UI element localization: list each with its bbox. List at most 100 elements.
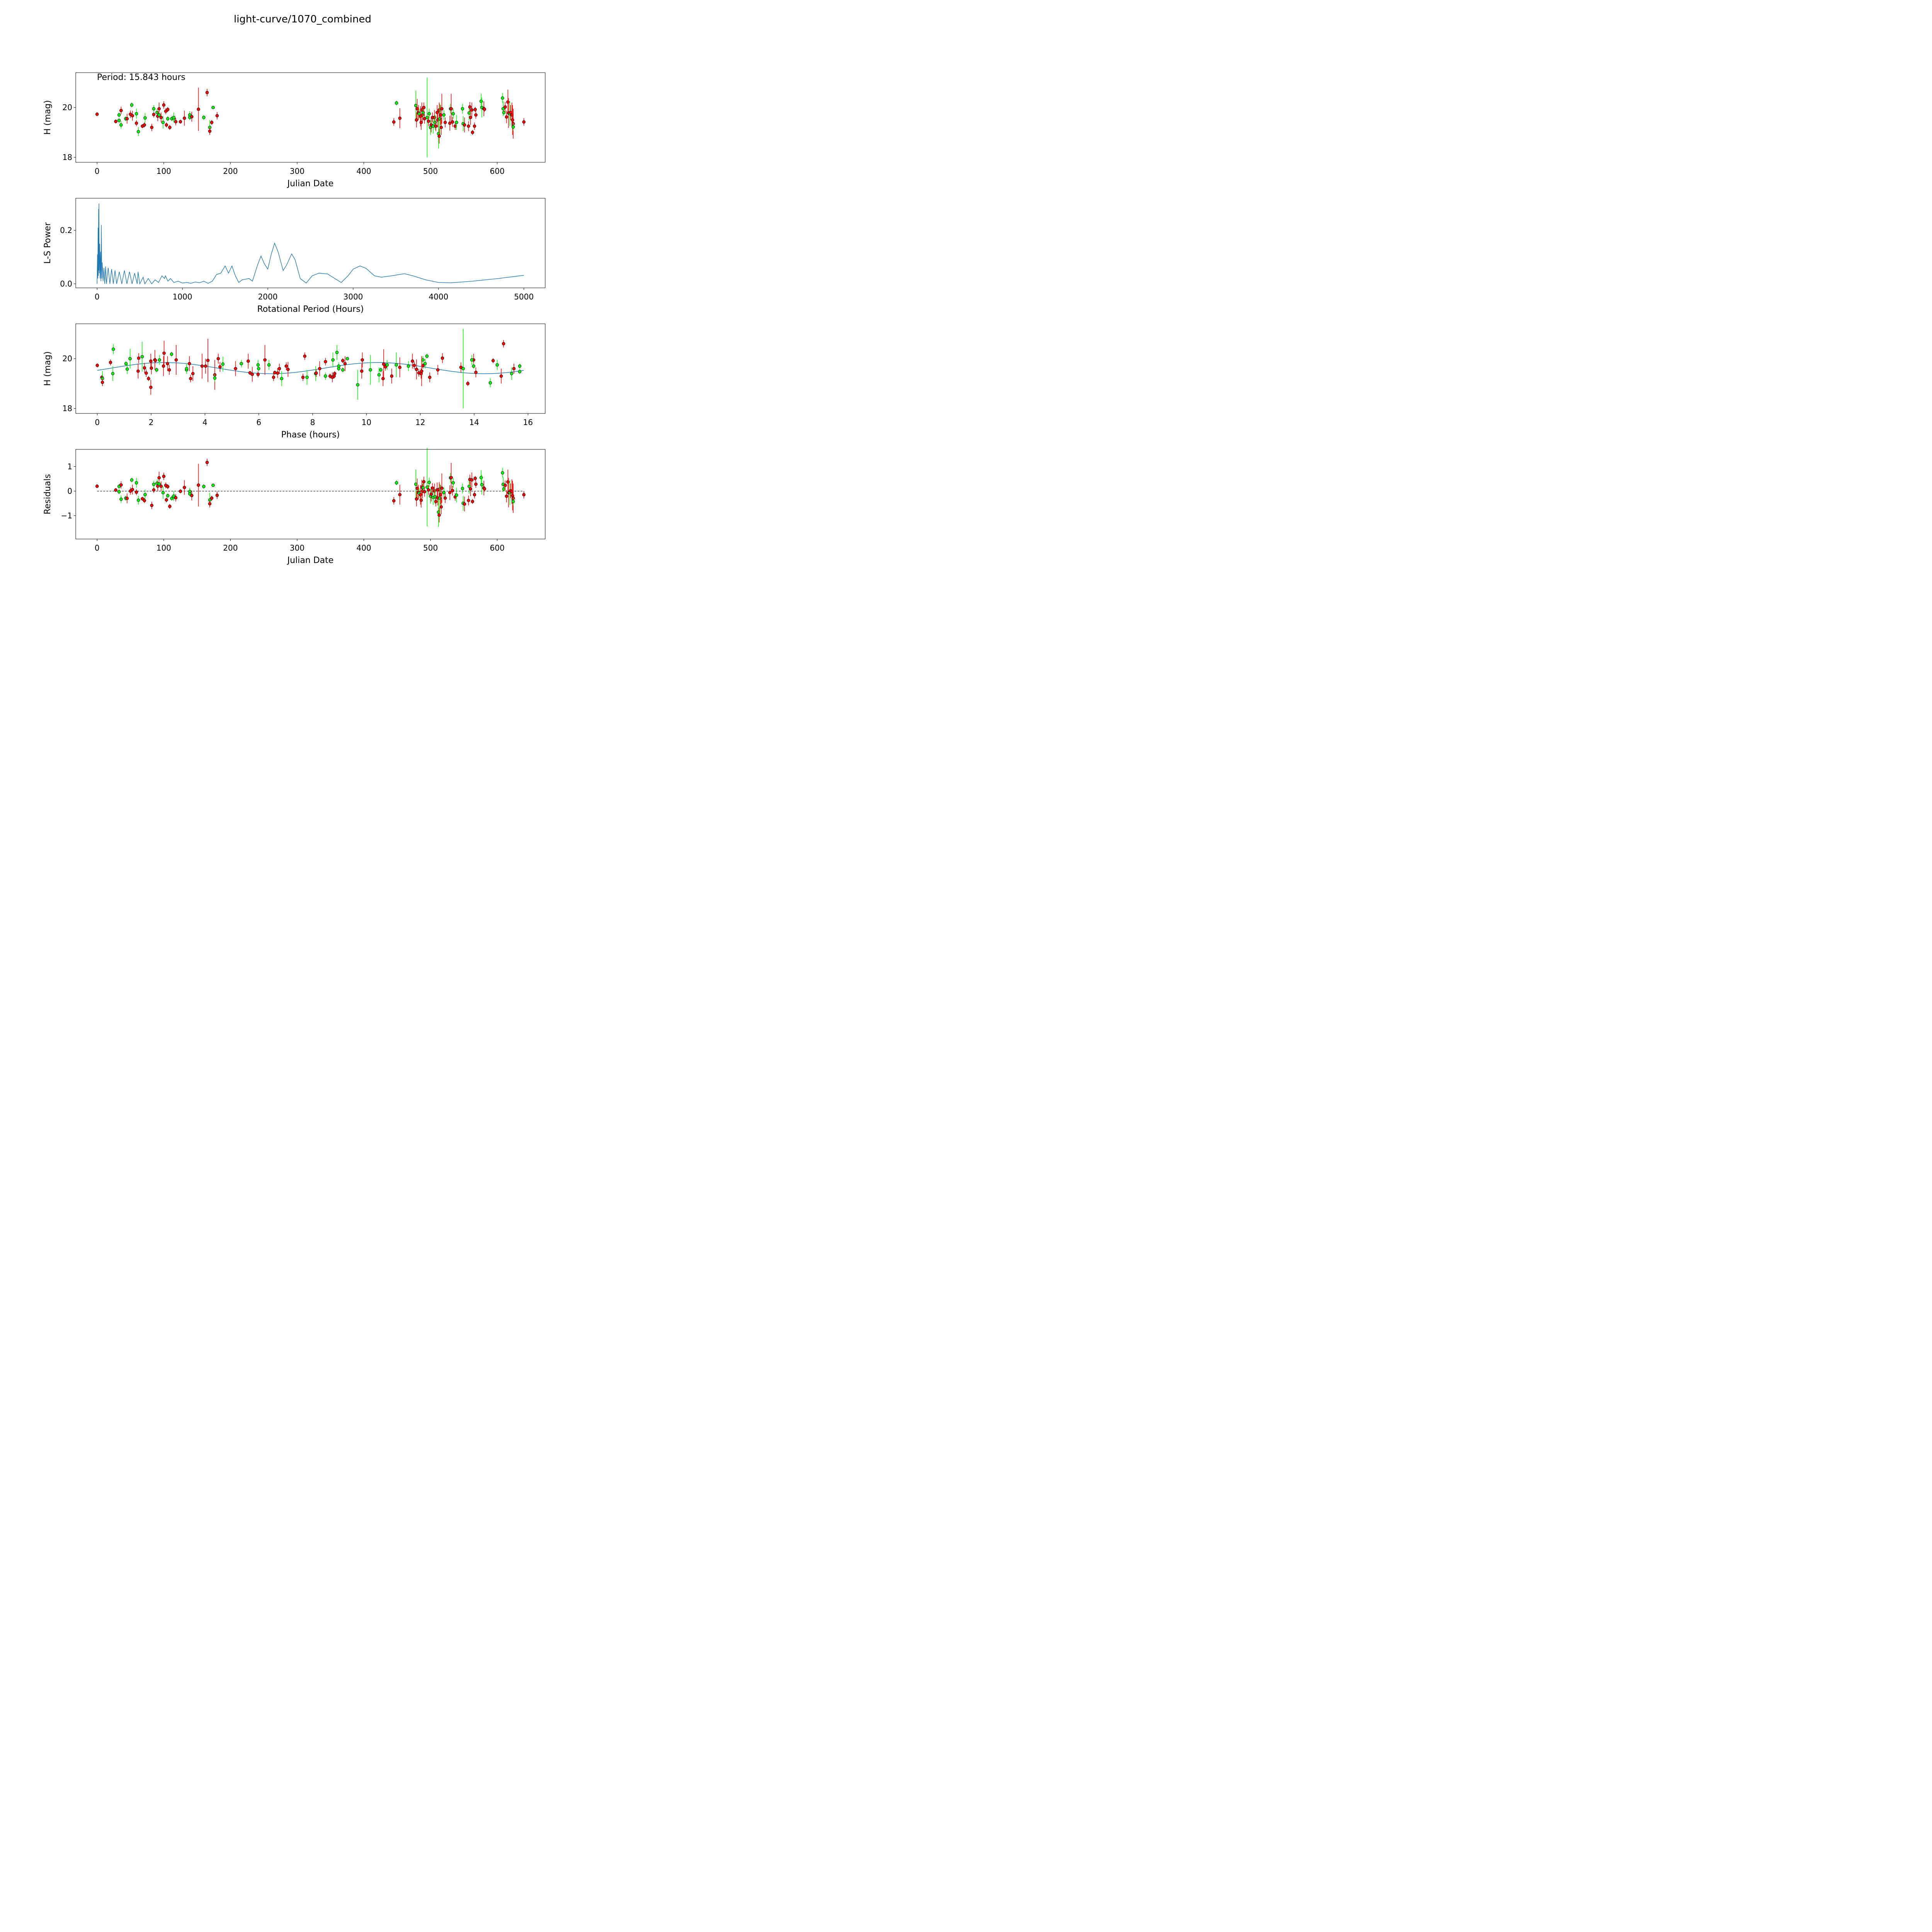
data-point xyxy=(449,476,453,480)
chart-title: light-curve/1070_combined xyxy=(234,14,371,25)
data-point xyxy=(341,368,345,372)
figure: light-curve/1070_combined Period: 15.843… xyxy=(0,0,597,597)
data-point xyxy=(161,121,165,124)
data-point xyxy=(451,481,455,485)
data-point xyxy=(421,486,425,490)
data-point xyxy=(337,367,340,371)
data-point xyxy=(390,374,394,378)
data-point xyxy=(439,113,442,117)
data-point xyxy=(429,492,433,496)
data-point xyxy=(125,497,129,500)
data-point xyxy=(240,362,243,366)
data-point xyxy=(136,498,140,502)
data-point xyxy=(157,476,161,480)
data-point xyxy=(130,478,134,482)
y-axis-label: H (mag) xyxy=(43,351,53,386)
data-point xyxy=(510,490,514,493)
data-point xyxy=(385,363,389,367)
data-point xyxy=(267,363,271,367)
data-point xyxy=(140,355,144,359)
data-point xyxy=(174,496,178,500)
data-point xyxy=(341,359,345,362)
data-point xyxy=(215,114,219,117)
data-point xyxy=(168,505,172,508)
axes-frame xyxy=(75,72,546,163)
x-tick-label: 200 xyxy=(223,543,238,553)
data-point xyxy=(470,108,474,112)
data-point xyxy=(436,368,440,372)
data-point xyxy=(211,483,215,487)
data-point xyxy=(503,483,507,487)
data-point xyxy=(216,357,220,361)
data-point xyxy=(421,111,425,114)
data-point xyxy=(174,358,178,362)
data-point xyxy=(480,99,483,103)
x-tick-label: 600 xyxy=(490,543,505,553)
data-point xyxy=(345,357,349,361)
data-point xyxy=(166,485,170,488)
x-tick-label: 300 xyxy=(290,167,304,176)
data-point xyxy=(256,363,260,367)
data-point xyxy=(483,107,486,111)
data-point xyxy=(463,502,466,506)
data-point xyxy=(324,360,327,364)
y-tick-label: 1 xyxy=(67,462,72,471)
data-point xyxy=(324,374,327,378)
y-tick-label: 0 xyxy=(67,486,72,496)
data-point xyxy=(435,111,439,114)
data-point xyxy=(471,131,474,134)
x-tick-label: 0 xyxy=(95,543,100,553)
data-point xyxy=(165,498,168,502)
data-point xyxy=(155,368,158,372)
data-point xyxy=(284,364,288,368)
data-point xyxy=(395,481,398,485)
data-point xyxy=(143,493,147,497)
y-axis-label: H (mag) xyxy=(43,100,53,135)
data-point xyxy=(437,510,440,514)
data-point xyxy=(257,367,260,371)
data-point xyxy=(440,107,444,111)
data-point xyxy=(511,494,514,497)
data-point xyxy=(518,364,522,368)
data-point xyxy=(197,483,200,487)
data-point xyxy=(382,362,386,366)
data-point xyxy=(522,493,526,497)
data-point xyxy=(153,359,157,362)
data-point xyxy=(449,107,453,111)
data-point xyxy=(166,494,170,498)
data-point xyxy=(202,485,206,488)
data-point xyxy=(208,502,212,505)
data-point xyxy=(95,112,99,116)
data-point xyxy=(442,113,446,117)
data-point xyxy=(438,497,442,500)
data-point xyxy=(434,500,438,503)
data-point xyxy=(205,461,209,464)
y-tick-label: 18 xyxy=(63,404,72,413)
data-point xyxy=(469,116,472,119)
data-point xyxy=(202,116,206,119)
panel-residuals: 0 100 200 300 400 500 600 −1 0 1 Julian Date Residu… xyxy=(43,448,546,565)
x-tick-label: 600 xyxy=(490,167,505,176)
data-point xyxy=(134,121,138,125)
data-point xyxy=(183,486,186,489)
data-point xyxy=(398,116,402,120)
data-point xyxy=(330,376,334,379)
y-tick-label: 20 xyxy=(63,103,72,112)
data-point xyxy=(248,371,252,375)
data-point xyxy=(119,497,123,501)
data-point xyxy=(126,367,129,371)
data-point xyxy=(141,497,144,500)
data-point xyxy=(343,362,347,366)
x-tick-label: 14 xyxy=(469,418,479,427)
data-point xyxy=(149,359,153,363)
data-point xyxy=(461,486,464,490)
x-tick-label: 3000 xyxy=(344,292,363,301)
data-point xyxy=(190,115,194,119)
data-point xyxy=(439,126,443,129)
data-point xyxy=(137,356,141,360)
data-point xyxy=(518,370,522,373)
data-point xyxy=(415,107,419,111)
data-point xyxy=(162,474,166,478)
data-point xyxy=(419,498,423,502)
data-point xyxy=(152,113,156,116)
